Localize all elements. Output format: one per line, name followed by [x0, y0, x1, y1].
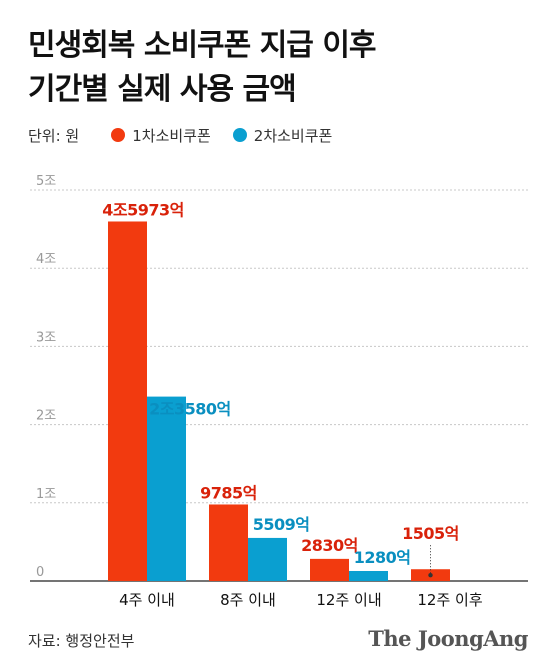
data-label-2-2: 5509억 [253, 515, 310, 534]
leader-dot-4 [428, 573, 433, 578]
data-label-1-2: 9785억 [200, 483, 257, 502]
y-tick-label-0: 0 [36, 565, 44, 580]
legend-label-series-1: 1차소비쿠폰 [132, 126, 211, 145]
x-tick-label-4: 12주 이후 [417, 591, 482, 609]
x-tick-label-2: 8주 이내 [220, 591, 276, 609]
legend-item-series-1: 1차소비쿠폰 [111, 125, 211, 146]
publisher-logo: The JoongAng [368, 626, 528, 651]
data-label-1-4: 1505억 [402, 524, 459, 543]
bar-chart: 0 1조 2조 3조 4조 5조 4조5973억 2조3580억 4주 이내 9785억 5509억… [30, 174, 528, 609]
bar-1-2 [209, 504, 248, 581]
x-tick-label-3: 12주 이내 [316, 591, 381, 609]
y-tick-label-2: 2조 [36, 409, 56, 424]
bar-2-3 [349, 570, 388, 581]
legend-item-series-2: 2차소비쿠폰 [232, 125, 333, 146]
bar-1-3 [310, 558, 349, 581]
legend-swatch-series-1 [111, 128, 126, 142]
y-tick-label-4: 4조 [36, 252, 56, 267]
bar-2-2 [248, 537, 287, 581]
y-tick-label-5: 5조 [36, 174, 56, 189]
data-label-2-1: 2조3580억 [149, 400, 231, 419]
legend-swatch-series-2 [232, 128, 247, 142]
title-line-2: 기간별 실제 사용 금액 [28, 72, 297, 107]
chart-title: 민생회복 소비쿠폰 지급 이후 기간별 실제 사용 금액 [28, 24, 377, 112]
data-label-1-1: 4조5973억 [102, 200, 184, 219]
data-label-1-3: 2830억 [301, 536, 358, 555]
x-tick-label-1: 4주 이내 [119, 591, 175, 609]
unit-label: 단위: 원 [28, 126, 80, 145]
legend-label-series-2: 2차소비쿠폰 [253, 126, 333, 145]
source-note: 자료: 행정안전부 [28, 632, 135, 650]
bar-1-1 [108, 221, 147, 581]
y-tick-label-3: 3조 [36, 330, 56, 345]
title-line-1: 민생회복 소비쿠폰 지급 이후 [28, 28, 377, 63]
bar-2-1 [147, 396, 186, 581]
data-label-2-3: 1280억 [354, 548, 411, 567]
legend: 단위: 원 1차소비쿠폰 2차소비쿠폰 [28, 124, 354, 146]
y-tick-label-1: 1조 [36, 487, 56, 502]
